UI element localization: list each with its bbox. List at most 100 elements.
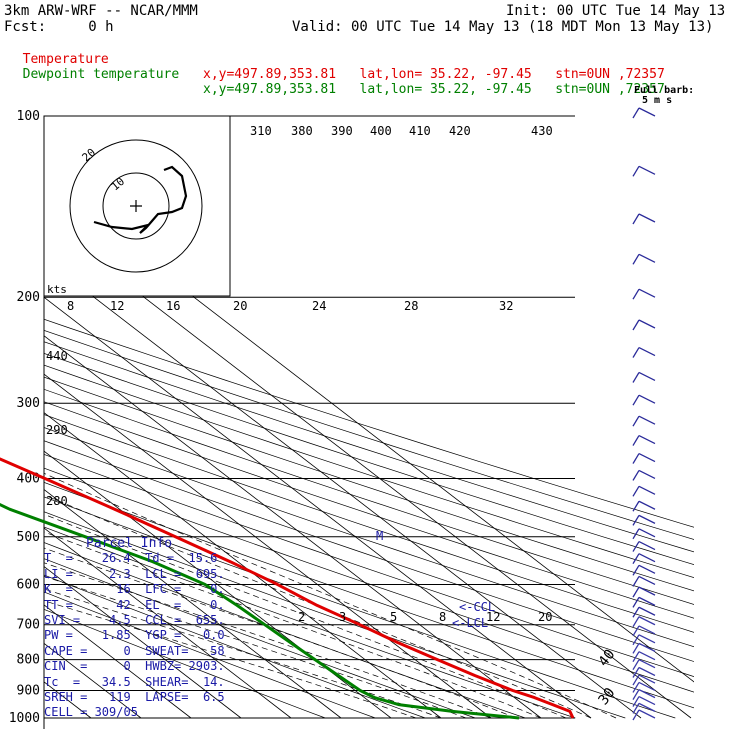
legend-temperature: Temperature x,y=497.89,353.81 lat,lon= 3…	[7, 37, 665, 82]
mixing-ratio-label: 5	[390, 610, 397, 624]
wind-barb-flag	[632, 500, 640, 512]
dry-adiabat	[44, 526, 576, 719]
hodograph-units-label: kts	[47, 283, 67, 296]
dry-adiabat	[44, 427, 694, 648]
wind-barb	[638, 606, 656, 616]
parcel-info-row: CIN = 0 HWBZ= 2903.	[44, 659, 225, 674]
parcel-info-row: K = 16 LFC = 0.	[44, 582, 225, 597]
wind-barb-flag	[632, 625, 640, 637]
wind-barb-flag	[632, 709, 640, 721]
dry-adiabat	[44, 453, 694, 677]
moist-adiabat	[44, 547, 517, 719]
pressure-label: 900	[17, 683, 40, 698]
isotherm	[44, 450, 392, 719]
mixing-ratio-label: 12	[486, 610, 500, 624]
dry-adiabat	[44, 401, 694, 619]
parcel-info-row: LI = 2.3 LCL = 695.	[44, 566, 225, 581]
pressure-label: 1000	[9, 711, 40, 726]
temperature-profile	[0, 457, 575, 719]
isotherm	[44, 412, 442, 719]
dry-adiabat	[44, 376, 694, 592]
dewpoint-profile	[0, 502, 520, 720]
dry-adiabat	[44, 353, 694, 566]
pressure-label: 200	[17, 290, 40, 305]
wind-barb	[638, 666, 656, 677]
theta-label: 290	[46, 423, 68, 437]
wind-barb	[638, 528, 656, 538]
theta-label: 440	[46, 349, 68, 363]
barb-legend-unit: 5 m s	[642, 95, 673, 106]
wind-barb-flag	[632, 553, 640, 565]
wind-barb	[638, 689, 656, 699]
wind-barb-flag	[632, 288, 640, 300]
parcel-info-row: CELL = 309/05	[44, 705, 138, 720]
wind-barb-flag	[632, 616, 640, 628]
wind-barb	[638, 553, 656, 563]
parcel-info-row: SVI = 4.5 CCL = 655.	[44, 613, 225, 628]
isotherm	[44, 604, 192, 719]
wind-barb-flag	[632, 682, 640, 693]
wind-barb	[638, 434, 656, 445]
hodograph-speed-label: 12	[110, 299, 124, 313]
parcel-info-row: T = 26.4 Td = 15.6	[44, 551, 218, 566]
isotherm	[44, 258, 642, 719]
dry-adiabat	[44, 542, 526, 719]
wind-barb-flag	[632, 643, 640, 654]
wind-barb-flag	[632, 696, 640, 707]
wind-barb-flag	[632, 689, 640, 700]
wind-barb-flag	[632, 667, 640, 678]
wind-barb	[638, 452, 656, 463]
wind-barbs	[632, 107, 656, 721]
wind-barb	[638, 575, 656, 586]
isotherm	[44, 373, 492, 719]
parcel-info-row: CAPE = 0 SWEAT= 58	[44, 643, 225, 658]
legend-dewpoint: Dewpoint temperature x,y=497.89,353.81 l…	[7, 52, 665, 97]
level-annotation: <-CCL	[459, 600, 495, 614]
wind-barb	[638, 702, 656, 712]
wind-barb	[638, 659, 656, 669]
hodograph-trace	[93, 165, 188, 234]
wind-barb	[638, 514, 656, 524]
dry-adiabat	[44, 330, 694, 540]
isotherm	[44, 296, 592, 719]
wind-barb	[638, 696, 656, 706]
wind-barb	[638, 634, 656, 644]
legend-temperature-loc: x,y=497.89,353.81 lat,lon= 35.22, -97.45…	[203, 67, 665, 82]
wind-barb	[638, 394, 656, 404]
wind-barb	[638, 469, 656, 480]
wind-barb	[638, 564, 656, 574]
hodograph-speed-label: 32	[499, 299, 513, 313]
mixing-ratio-label: 20	[538, 610, 552, 624]
theta-label: 390	[331, 124, 353, 138]
mixing-ratio-label: 2	[298, 610, 305, 624]
wind-barb	[638, 346, 656, 357]
dry-adiabat	[44, 414, 694, 633]
wind-barb	[638, 540, 656, 551]
moist-adiabat	[44, 494, 592, 719]
dry-adiabat	[44, 481, 694, 709]
mixing-ratio-label: 3	[339, 610, 346, 624]
hodograph: 20 10	[43, 115, 231, 297]
wind-barb	[638, 319, 656, 329]
wind-barb	[638, 625, 656, 635]
theta-label: 400	[370, 124, 392, 138]
moist-adiabat	[44, 562, 492, 719]
wind-barb-flag	[632, 319, 640, 331]
dry-adiabat	[44, 558, 476, 719]
wind-barb-flag	[632, 394, 640, 406]
parcel-info-row: Tc = 34.5 SHEAR= 14.	[44, 674, 225, 689]
pressure-label: 500	[17, 530, 40, 545]
model-title: 3km ARW-WRF -- NCAR/MMM	[4, 3, 198, 19]
wind-barb	[638, 709, 656, 719]
theta-label: 420	[449, 124, 471, 138]
wind-barb	[638, 500, 656, 510]
wind-barb-flag	[632, 435, 640, 446]
dry-adiabat	[44, 388, 694, 605]
theta-label: 310	[250, 124, 272, 138]
dry-adiabat	[44, 467, 694, 693]
wind-barb-flag	[632, 347, 640, 358]
wind-barb-flag	[632, 541, 640, 552]
pressure-label: 600	[17, 577, 40, 592]
wind-barb	[638, 288, 656, 298]
wind-barb	[638, 415, 656, 425]
